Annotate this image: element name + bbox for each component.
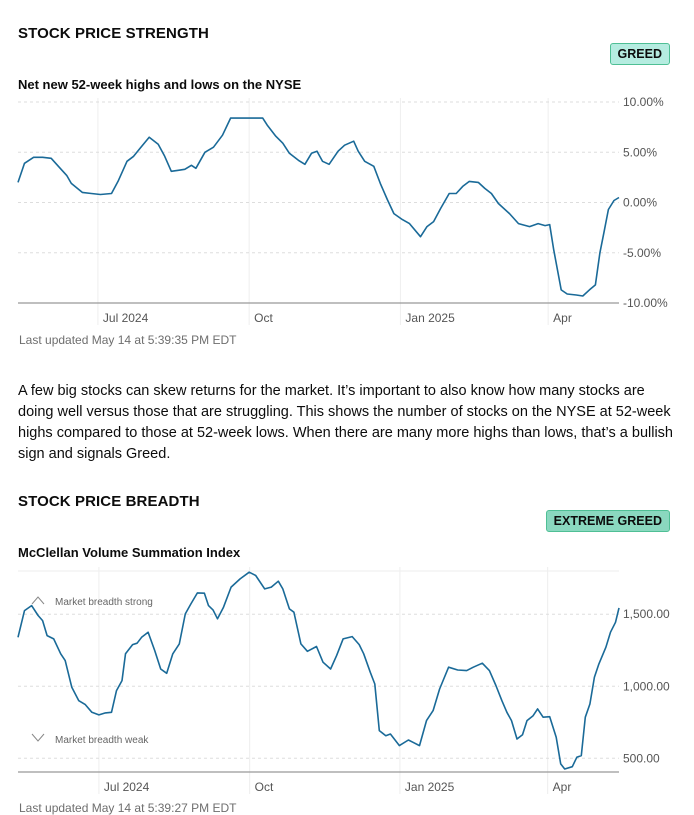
y-tick-label: -10.00% — [623, 296, 668, 310]
y-tick-label: -5.00% — [623, 246, 661, 260]
x-tick-label: Jan 2025 — [405, 780, 455, 794]
chart-subtitle-breadth: McClellan Volume Summation Index — [18, 545, 241, 560]
last-updated-strength: Last updated May 14 at 5:39:35 PM EDT — [19, 333, 237, 347]
y-tick-label: 500.00 — [623, 751, 660, 765]
x-tick-label: Oct — [254, 311, 273, 325]
y-tick-label: 5.00% — [623, 145, 657, 159]
x-tick-label: Jul 2024 — [104, 780, 150, 794]
data-series-line — [17, 571, 620, 770]
section-title-strength: STOCK PRICE STRENGTH — [18, 25, 209, 42]
x-tick-label: Apr — [553, 311, 572, 325]
description-paragraph: A few big stocks can skew returns for th… — [18, 383, 673, 462]
sentiment-badge-extreme-greed: EXTREME GREED — [545, 510, 670, 532]
annotation-breadth-weak: Market breadth weak — [55, 735, 149, 746]
y-tick-label: 0.00% — [623, 196, 657, 210]
x-tick-label: Jul 2024 — [103, 311, 149, 325]
x-tick-label: Apr — [553, 780, 572, 794]
chart-subtitle-strength: Net new 52-week highs and lows on the NY… — [18, 77, 302, 92]
x-tick-label: Oct — [255, 780, 274, 794]
annotation-breadth-strong: Market breadth strong — [55, 597, 153, 608]
section-title-breadth: STOCK PRICE BREADTH — [18, 493, 200, 510]
last-updated-breadth: Last updated May 14 at 5:39:27 PM EDT — [19, 801, 237, 815]
chevron-down-icon — [31, 733, 45, 742]
x-tick-label: Jan 2025 — [405, 311, 455, 325]
y-tick-label: 10.00% — [623, 95, 664, 109]
chevron-up-icon — [31, 596, 45, 605]
sentiment-badge-greed: GREED — [609, 43, 670, 65]
y-tick-label: 1,500.00 — [623, 607, 670, 621]
data-series-line — [17, 117, 620, 297]
y-tick-label: 1,000.00 — [623, 679, 670, 693]
